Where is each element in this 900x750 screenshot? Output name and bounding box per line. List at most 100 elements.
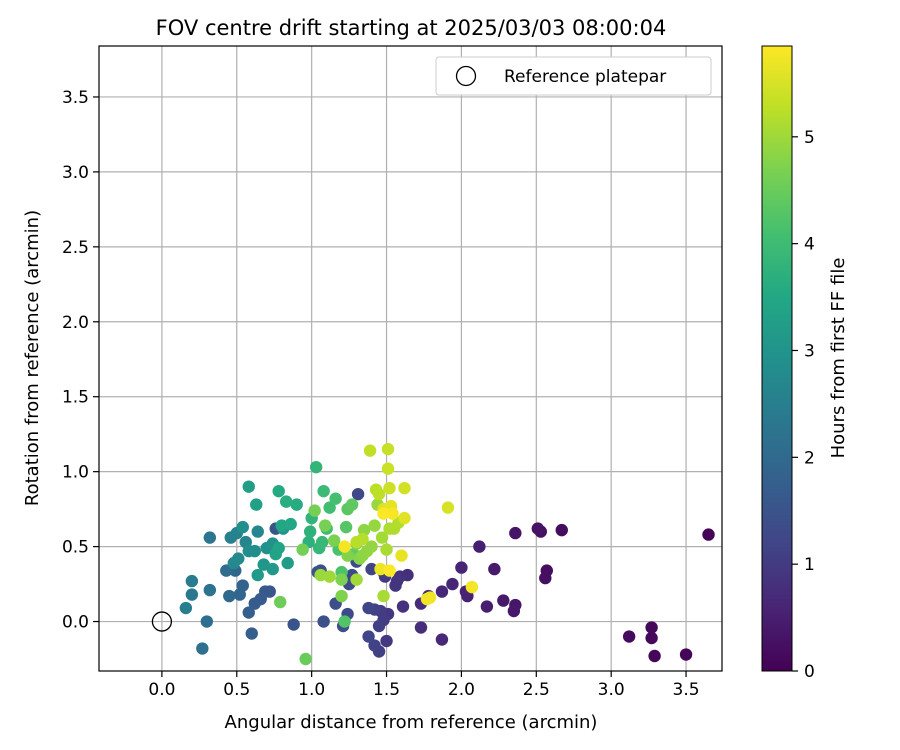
data-point bbox=[679, 648, 693, 661]
data-point bbox=[323, 501, 336, 514]
data-point bbox=[362, 630, 375, 643]
data-point bbox=[315, 535, 329, 549]
data-point bbox=[372, 619, 386, 633]
data-point bbox=[363, 444, 377, 457]
data-point bbox=[645, 621, 658, 634]
data-point bbox=[398, 481, 411, 495]
data-point bbox=[242, 480, 255, 493]
colorbar-gradient bbox=[761, 45, 793, 672]
data-point bbox=[441, 501, 455, 514]
data-point bbox=[389, 579, 402, 592]
data-point bbox=[338, 540, 351, 553]
x-tick-label: 1.5 bbox=[373, 680, 400, 700]
legend: Reference platepar bbox=[435, 56, 712, 96]
y-axis: 0.0 0.5 1.0 1.5 2.0 2.5 3.0 3.5 bbox=[62, 88, 99, 633]
data-point bbox=[284, 517, 297, 531]
grid bbox=[99, 46, 722, 671]
data-point bbox=[386, 507, 399, 520]
data-point bbox=[250, 498, 263, 511]
data-point bbox=[702, 528, 715, 541]
data-point bbox=[200, 615, 214, 628]
data-points bbox=[179, 442, 715, 666]
data-point bbox=[507, 604, 521, 618]
data-point bbox=[395, 549, 408, 562]
colorbar-label: Hours from first FF file bbox=[828, 258, 849, 459]
y-tick-label: 0.5 bbox=[62, 538, 89, 558]
data-point bbox=[362, 601, 375, 615]
data-point bbox=[274, 595, 287, 609]
data-point bbox=[220, 564, 233, 577]
data-point bbox=[622, 630, 636, 643]
data-point bbox=[381, 462, 395, 475]
y-tick-label: 2.5 bbox=[62, 238, 89, 258]
data-point bbox=[435, 633, 449, 646]
data-point bbox=[435, 585, 449, 598]
data-point bbox=[345, 498, 359, 511]
data-point bbox=[465, 580, 479, 594]
y-tick-label: 0.0 bbox=[62, 613, 89, 633]
data-point bbox=[383, 481, 396, 495]
y-tick-label: 1.0 bbox=[62, 463, 89, 483]
data-point bbox=[350, 573, 363, 586]
chart-title: FOV centre drift starting at 2025/03/03 … bbox=[156, 16, 667, 40]
data-point bbox=[377, 589, 390, 603]
x-tick-label: 0.5 bbox=[223, 680, 250, 700]
data-point bbox=[290, 498, 303, 511]
data-point bbox=[509, 526, 522, 540]
data-point bbox=[272, 484, 285, 498]
data-point bbox=[323, 570, 336, 583]
data-point bbox=[251, 568, 264, 582]
data-point bbox=[339, 520, 353, 534]
legend-box bbox=[435, 56, 712, 96]
legend-entry: Reference platepar bbox=[504, 67, 666, 87]
data-point bbox=[242, 606, 255, 619]
data-point bbox=[350, 535, 363, 549]
x-tick-label: 3.0 bbox=[598, 680, 625, 700]
data-point bbox=[383, 564, 396, 577]
x-tick-label: 2.0 bbox=[448, 680, 475, 700]
data-point bbox=[232, 552, 245, 565]
data-point bbox=[317, 484, 330, 498]
data-point bbox=[380, 543, 393, 556]
legend-marker bbox=[455, 65, 477, 87]
colorbar-tick-label: 0 bbox=[804, 662, 815, 682]
data-point bbox=[245, 627, 258, 640]
data-point bbox=[648, 649, 661, 663]
colorbar-ticks: 0 1 2 3 4 5 bbox=[792, 128, 815, 682]
data-point bbox=[455, 561, 468, 574]
data-point bbox=[308, 504, 321, 517]
data-point bbox=[296, 543, 309, 556]
data-point bbox=[414, 621, 428, 634]
data-point bbox=[233, 588, 246, 601]
data-point bbox=[555, 523, 568, 537]
data-point bbox=[185, 588, 199, 601]
data-point bbox=[480, 600, 494, 613]
data-point bbox=[365, 562, 378, 576]
reference-point bbox=[151, 611, 173, 632]
data-point bbox=[248, 544, 261, 558]
data-point bbox=[531, 522, 544, 535]
data-point bbox=[266, 562, 279, 576]
data-point bbox=[539, 571, 552, 585]
data-point bbox=[196, 642, 209, 655]
colorbar-tick-label: 3 bbox=[804, 341, 815, 361]
data-point bbox=[248, 597, 261, 610]
data-point bbox=[179, 601, 193, 615]
data-point bbox=[223, 589, 236, 603]
data-point bbox=[303, 525, 317, 538]
data-point bbox=[372, 487, 386, 501]
data-point bbox=[645, 631, 658, 645]
data-point bbox=[281, 556, 294, 570]
colorbar: 0 1 2 3 4 5 Hours from first FF file bbox=[761, 45, 849, 682]
data-point bbox=[287, 618, 300, 631]
data-point bbox=[497, 594, 510, 607]
data-point bbox=[396, 600, 410, 613]
data-point bbox=[375, 531, 389, 544]
plot-frame bbox=[98, 45, 723, 672]
data-point bbox=[327, 534, 341, 547]
colorbar-tick-label: 1 bbox=[804, 555, 815, 575]
x-axis: 0.0 0.5 1.0 1.5 2.0 2.5 3.0 3.5 bbox=[148, 671, 700, 700]
y-tick-label: 1.5 bbox=[62, 388, 89, 408]
data-point bbox=[381, 442, 395, 456]
